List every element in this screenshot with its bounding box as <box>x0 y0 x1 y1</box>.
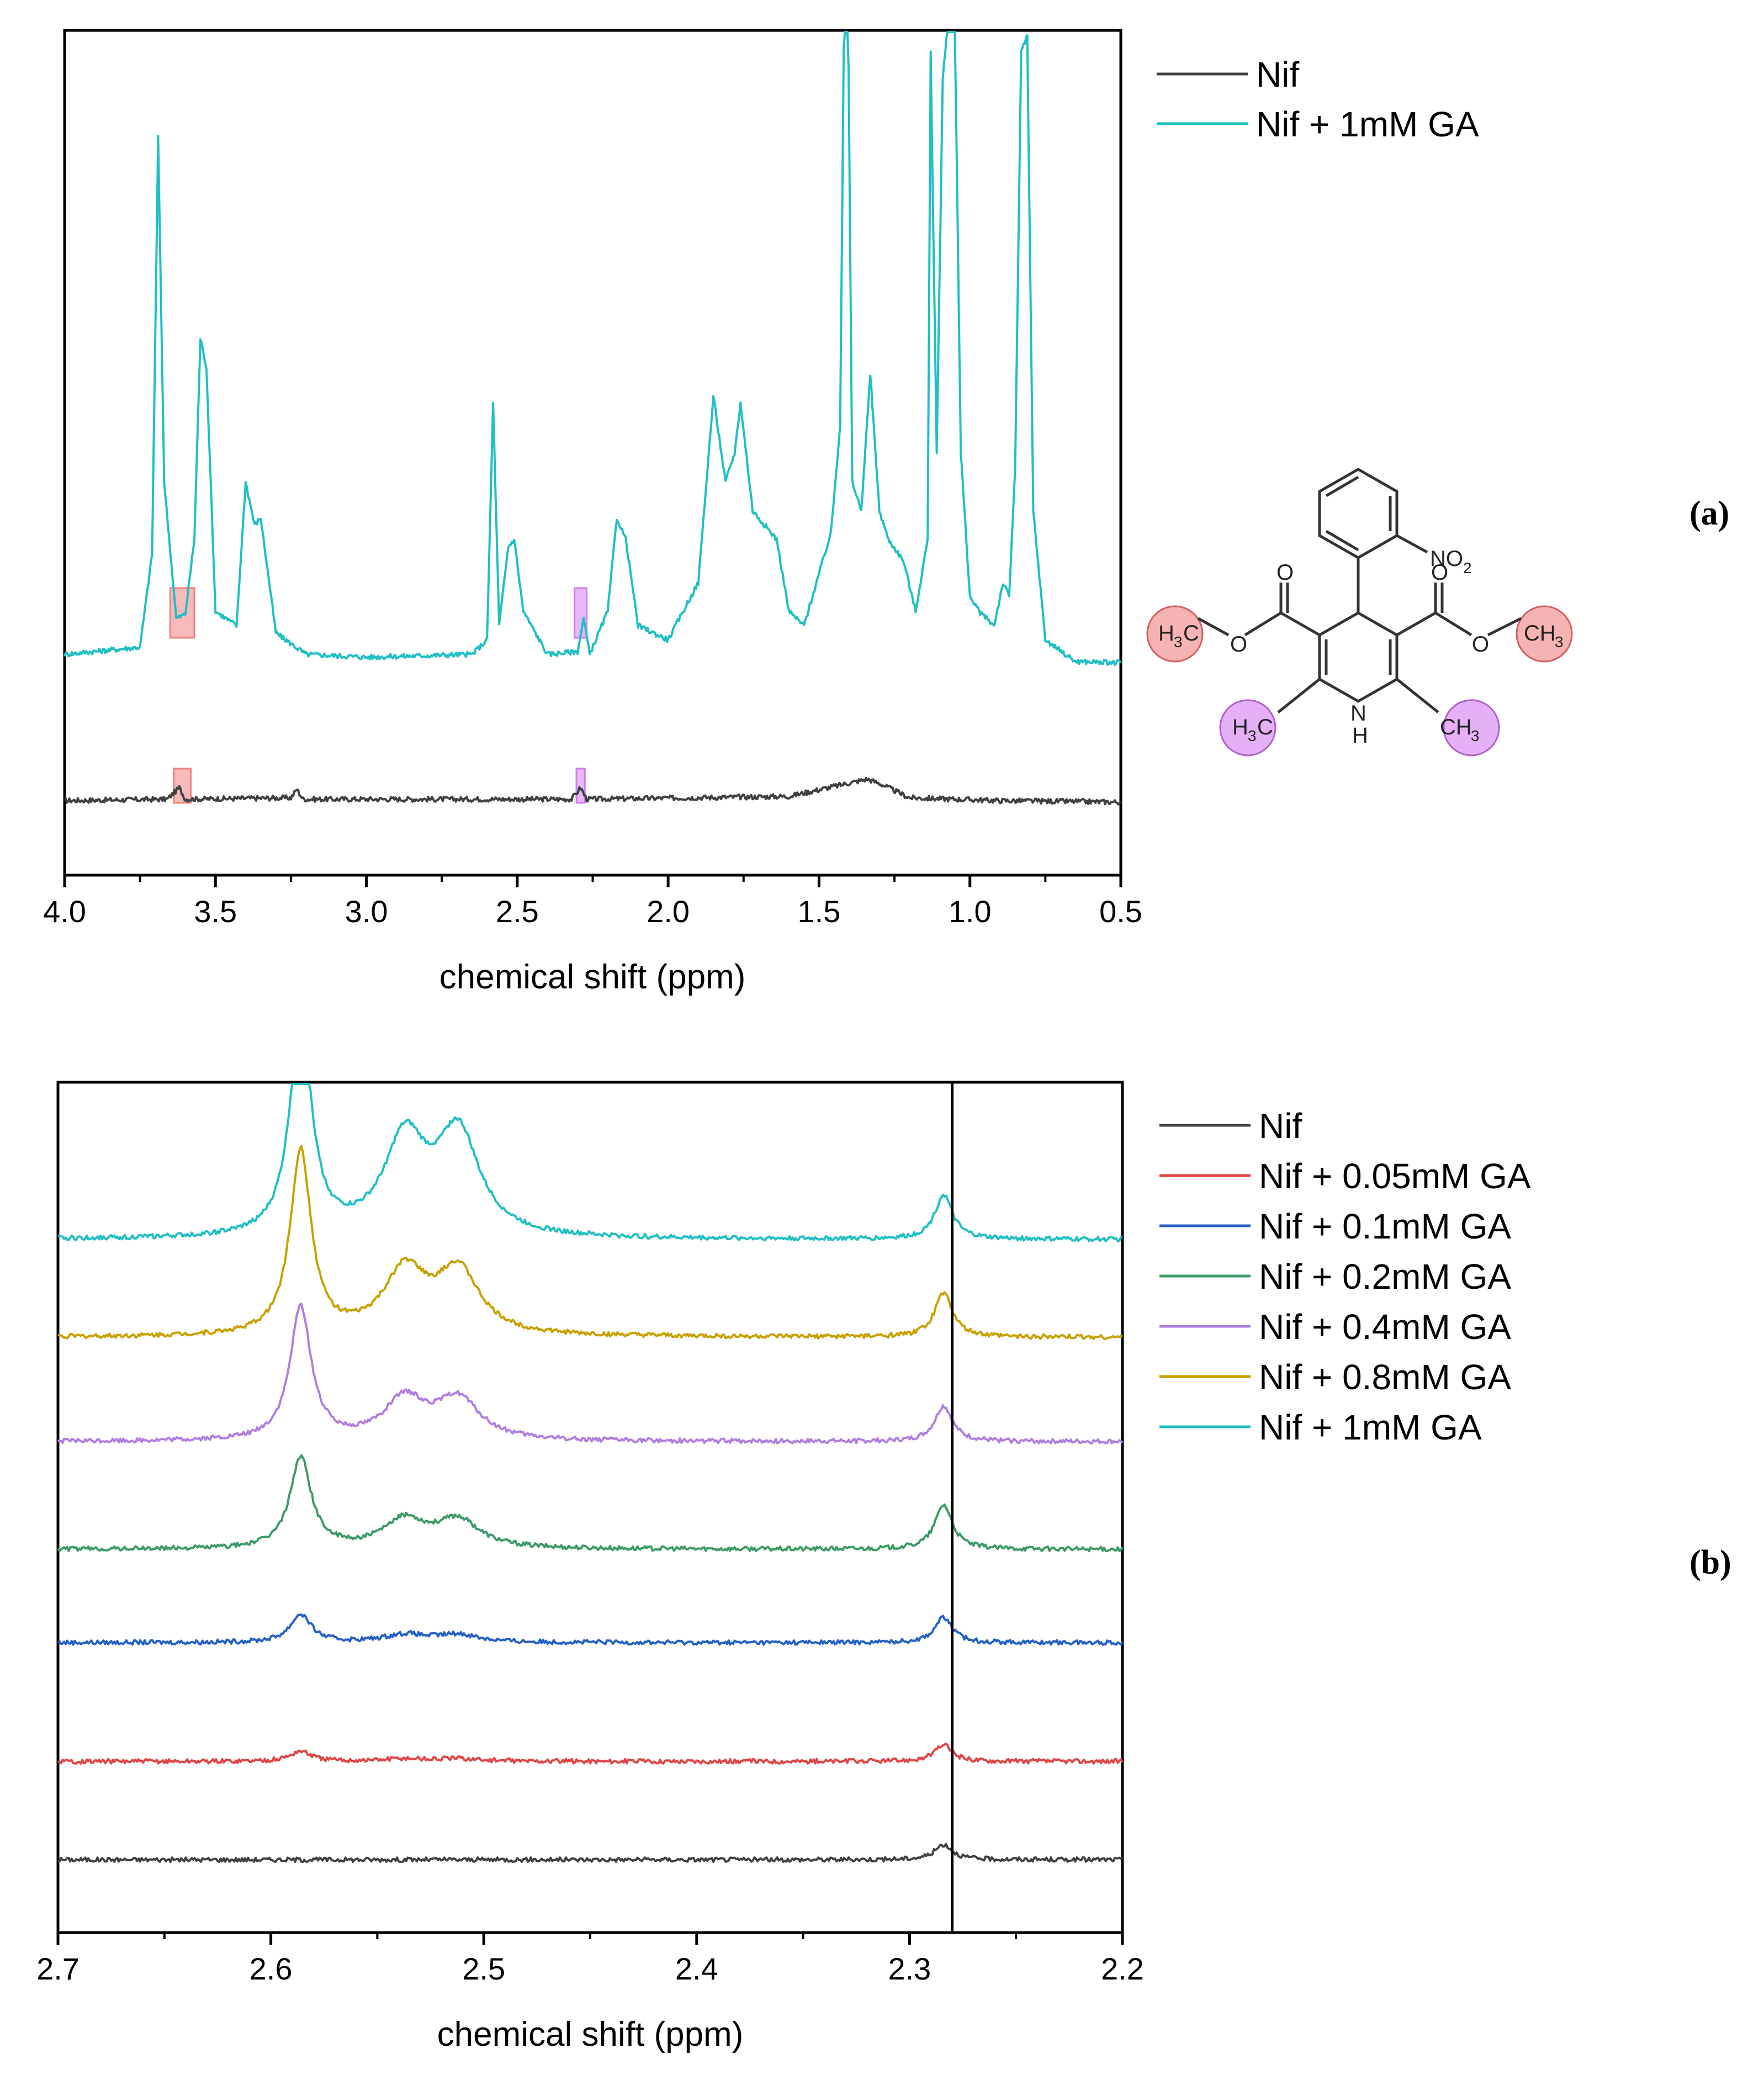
series-b <box>57 1083 1124 1863</box>
x-ticks-a: 4.0 3.5 3.0 2.5 2.0 1.5 1.0 0.5 <box>43 875 1142 929</box>
nitro-label: NO <box>1430 547 1463 571</box>
panel-a: 4.0 3.5 3.0 2.5 2.0 1.5 1.0 0.5 chemical shift … <box>43 29 1729 996</box>
methoxy-right <box>1487 617 1522 637</box>
ester-o-right-label: O <box>1472 632 1489 657</box>
x-tick-label-b-0: 2.7 <box>36 1951 80 1986</box>
plot-frame-a <box>63 29 1122 877</box>
series-a <box>63 31 1122 806</box>
methoxy-right-ch: CH <box>1524 621 1556 645</box>
x-tick-label-a-1: 3.5 <box>194 894 237 929</box>
ring-methyl-right-ch: CH <box>1440 715 1472 739</box>
plot-frame-b <box>56 1081 1124 1934</box>
series-line-a-1 <box>63 31 1122 666</box>
x-tick-label-a-7: 0.5 <box>1099 894 1142 929</box>
x-tick-label-a-5: 1.5 <box>797 894 840 929</box>
legend-a: Nif Nif + 1mM GA <box>1157 55 1479 144</box>
panel-label-b: (b) <box>1689 1544 1731 1581</box>
dihydropyridine-ring <box>1318 611 1399 703</box>
legend-b-label-3: Nif + 0.2mM GA <box>1259 1257 1511 1296</box>
ring-methyl-right-sub: 3 <box>1471 727 1480 744</box>
carbonyl-o-left: O <box>1276 560 1294 585</box>
ring-methyl-highlight-right <box>1443 699 1500 756</box>
panel-b: 2.7 2.6 2.5 2.4 2.3 2.2 chemical shift (ppm) … <box>36 1081 1731 2053</box>
x-axis-title-a: chemical shift (ppm) <box>439 958 746 996</box>
ring-methyl-left-c: C <box>1257 715 1273 739</box>
methoxy-left-sub: 3 <box>1174 633 1183 650</box>
carbonyl-o-right: O <box>1431 560 1448 585</box>
highlight-boxes-a <box>169 587 588 804</box>
legend-b-label-1: Nif + 0.05mM GA <box>1259 1156 1531 1196</box>
legend-b-label-5: Nif + 0.8mM GA <box>1259 1357 1511 1397</box>
x-ticks-b: 2.7 2.6 2.5 2.4 2.3 2.2 <box>36 1933 1144 1986</box>
legend-b-label-2: Nif + 0.1mM GA <box>1259 1206 1511 1246</box>
ester-bond-right <box>1396 611 1437 637</box>
x-tick-label-a-2: 3.0 <box>345 894 388 929</box>
highlight-box-lower-0 <box>173 768 192 804</box>
benzene-double-bond <box>1325 530 1359 552</box>
methoxy-highlight-right <box>1516 605 1573 663</box>
nh-n-label: N <box>1350 701 1366 726</box>
legend-b-label-0: Nif <box>1259 1106 1302 1146</box>
methoxy-left-h: H <box>1158 621 1174 645</box>
series-line-b-4 <box>57 1303 1124 1444</box>
ring-methyl-left-h: H <box>1232 715 1248 739</box>
ring-methyl-highlight-left <box>1219 699 1276 756</box>
ester-bond-left <box>1280 611 1321 637</box>
x-tick-label-b-2: 2.5 <box>462 1951 505 1986</box>
panel-label-a: (a) <box>1689 495 1729 532</box>
legend-b-label-4: Nif + 0.4mM GA <box>1259 1307 1511 1347</box>
series-line-b-3 <box>57 1454 1124 1553</box>
ring-methyl-left <box>1277 678 1321 713</box>
methoxy-highlight-left <box>1146 605 1204 663</box>
x-tick-label-b-1: 2.6 <box>250 1951 293 1986</box>
x-tick-label-a-6: 1.0 <box>949 894 992 929</box>
nitro-bond <box>1396 534 1428 554</box>
legend-b-label-6: Nif + 1mM GA <box>1259 1407 1482 1447</box>
x-tick-label-b-5: 2.2 <box>1101 1951 1144 1986</box>
legend-b: Nif Nif + 0.05mM GA Nif + 0.1mM GA Nif + 0.… <box>1159 1106 1531 1447</box>
series-line-b-2 <box>57 1613 1124 1646</box>
series-line-b-6 <box>57 1083 1123 1243</box>
x-tick-label-a-0: 4.0 <box>43 894 86 929</box>
ester-o-left-label: O <box>1230 632 1247 657</box>
benzene-ring <box>1318 468 1399 559</box>
nifedipine-structure <box>1146 468 1573 756</box>
series-line-b-5 <box>57 1145 1123 1340</box>
methoxy-right-sub: 3 <box>1555 633 1564 650</box>
methoxy-left-c: C <box>1183 621 1199 645</box>
ring-methyl-right <box>1396 678 1439 713</box>
legend-a-label-nif: Nif <box>1256 55 1299 94</box>
x-tick-label-b-4: 2.3 <box>888 1951 931 1986</box>
structure-labels: NO 2 O O O O N H H 3 C CH 3 H 3 C CH 3 <box>1158 547 1564 748</box>
ring-methyl-left-sub: 3 <box>1248 727 1257 744</box>
ester-o-right <box>1434 611 1472 637</box>
x-tick-label-a-4: 2.0 <box>647 894 690 929</box>
legend-a-label-ga: Nif + 1mM GA <box>1256 104 1479 144</box>
nitro-subscript: 2 <box>1463 559 1472 576</box>
x-axis-title-b: chemical shift (ppm) <box>437 2015 744 2053</box>
x-tick-label-b-3: 2.4 <box>675 1951 718 1986</box>
ester-o-left <box>1244 611 1282 637</box>
methoxy-left <box>1197 617 1230 637</box>
series-line-b-1 <box>57 1743 1124 1765</box>
nh-h-label: H <box>1352 723 1368 748</box>
series-line-a-0 <box>64 776 1121 806</box>
series-line-b-0 <box>57 1843 1124 1863</box>
benzene-double-bond <box>1325 475 1359 497</box>
highlight-box-lower-1 <box>575 768 586 804</box>
x-tick-label-a-3: 2.5 <box>496 894 539 929</box>
